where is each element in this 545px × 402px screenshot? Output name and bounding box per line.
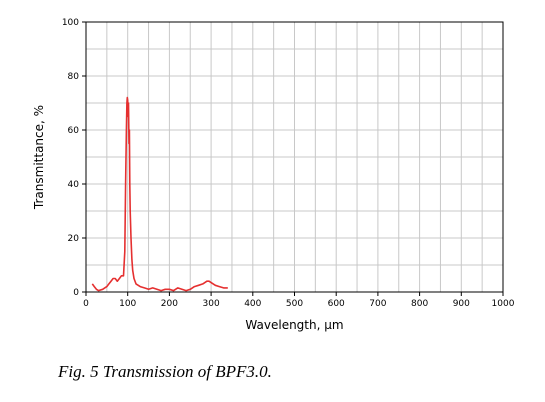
y-tick-label: 100 [62, 18, 79, 28]
y-tick-labels: 0 20 40 60 80 100 [62, 18, 79, 298]
x-tick-label: 300 [203, 299, 220, 309]
series-line [91, 96, 228, 292]
y-tick-label: 40 [68, 180, 80, 190]
x-tick-label: 400 [244, 299, 261, 309]
x-tick-label: 600 [328, 299, 345, 309]
y-tick-label: 20 [68, 234, 80, 244]
x-tick-label: 1000 [492, 299, 515, 309]
data-series [91, 96, 228, 292]
y-tick-label: 80 [68, 72, 80, 82]
x-axis-title: Wavelength, μm [245, 318, 343, 332]
y-axis-title: Transmittance, % [32, 105, 46, 210]
y-tick-label: 60 [68, 126, 80, 136]
x-tick-label: 500 [286, 299, 303, 309]
grid-lines [85, 21, 504, 293]
x-tick-label: 200 [161, 299, 178, 309]
x-tick-label: 800 [411, 299, 428, 309]
x-tick-label: 700 [369, 299, 386, 309]
x-tick-labels: 0 100 200 300 400 500 600 700 800 900 1000 [83, 299, 515, 309]
axis-ticks [82, 21, 504, 296]
x-tick-label: 900 [453, 299, 470, 309]
x-tick-label: 100 [119, 299, 136, 309]
figure-caption: Fig. 5 Transmission of BPF3.0. [58, 362, 272, 381]
x-tick-label: 0 [83, 299, 89, 309]
y-tick-label: 0 [73, 288, 79, 298]
